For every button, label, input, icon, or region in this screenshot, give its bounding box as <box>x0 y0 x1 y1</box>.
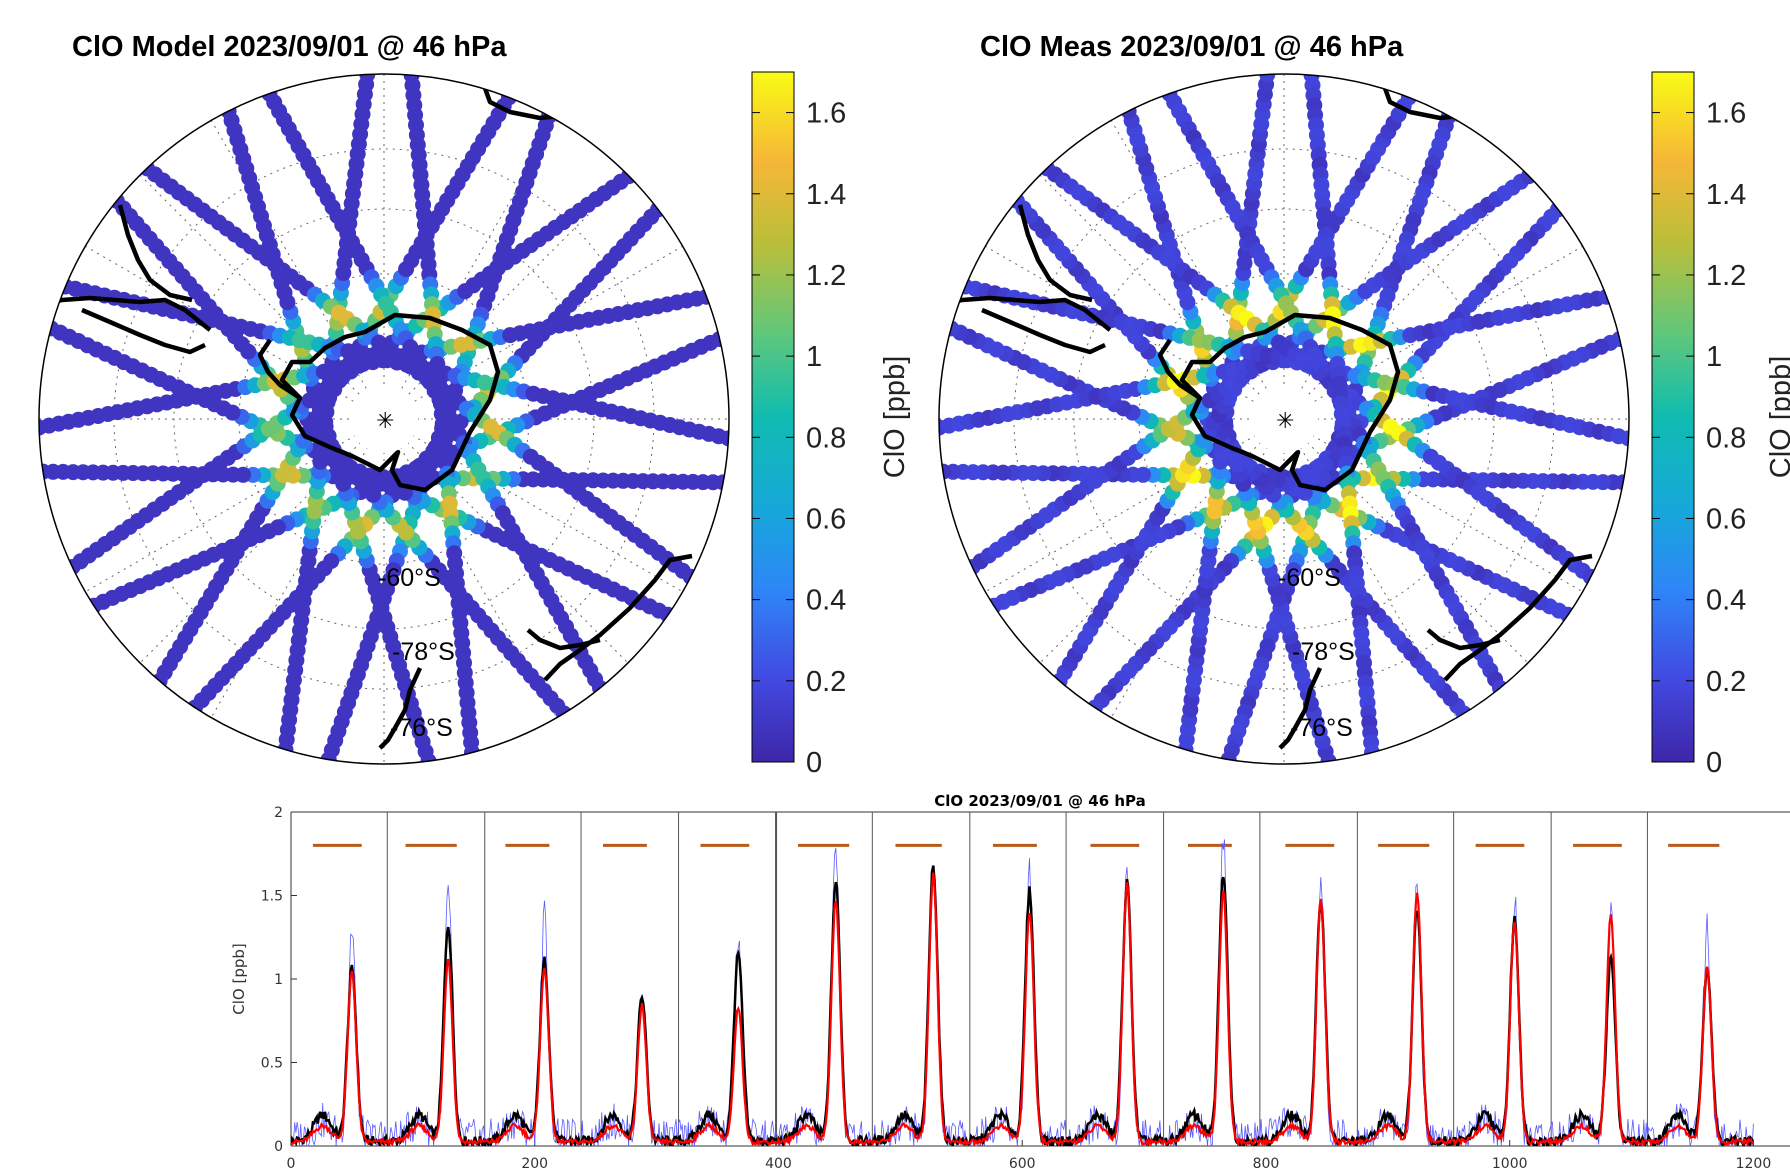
map-frame <box>38 73 730 765</box>
pole-hole <box>350 385 418 453</box>
colorbar-tick-label: 0 <box>1706 747 1722 779</box>
svg-text:-78°S: -78°S <box>392 638 455 666</box>
x-tick-label: 1200 <box>1736 1156 1772 1172</box>
colorbar-tick-label: 0.6 <box>1706 503 1746 535</box>
colorbar-tick-label: 0.4 <box>806 585 846 617</box>
svg-text:-76°S: -76°S <box>390 714 453 742</box>
colorbar-tick-label: 1.6 <box>806 98 846 130</box>
y-tick-label: 0.5 <box>261 1056 283 1072</box>
colorbar-tick-label: 0.2 <box>806 666 846 698</box>
x-tick-label: 400 <box>765 1156 792 1172</box>
x-tick-label: 1000 <box>1492 1156 1528 1172</box>
y-tick-label: 1.5 <box>261 889 283 905</box>
y-axis-label: ClO [ppb] <box>230 943 248 1014</box>
colorbar-label: ClO [ppb] <box>1765 356 1790 479</box>
colorbar-model: 0 0.2 0.4 0.6 0.8 1 1.2 1.4 1.6 ClO [ppb] <box>751 71 911 779</box>
latitude-labels: -60°S -78°S -76°S <box>378 564 455 742</box>
x-tick-label: 0 <box>287 1156 296 1172</box>
map-title-measurement: ClO Meas 2023/09/01 @ 46 hPa <box>980 31 1404 63</box>
y-tick-label: 0 <box>274 1139 283 1155</box>
colorbar-tick-label: 0 <box>806 747 822 779</box>
colorbar-tick-label: 1.6 <box>1706 98 1746 130</box>
map-title-model: ClO Model 2023/09/01 @ 46 hPa <box>72 31 507 63</box>
x-tick-label: 200 <box>521 1156 548 1172</box>
svg-text:-60°S: -60°S <box>378 564 441 592</box>
svg-text:-60°S: -60°S <box>1278 564 1341 592</box>
line-marks <box>291 812 1754 1146</box>
map-panel-model: ClO Model 2023/09/01 @ 46 hPa <box>38 31 911 779</box>
map-frame <box>938 73 1630 765</box>
coastline <box>941 79 1593 750</box>
colorbar-measurement: 0 0.2 0.4 0.6 0.8 1 1.2 1.4 1.6 ClO [ppb] <box>1651 71 1790 779</box>
colorbar-tick-label: 1 <box>1706 341 1722 373</box>
colorbar-tick-label: 1.2 <box>1706 260 1746 292</box>
line-axes: 0 0.5 1 1.5 2 0 200 400 600 800 1000 1200 <box>261 805 1790 1172</box>
x-tick-label: 800 <box>1253 1156 1280 1172</box>
svg-text:-76°S: -76°S <box>1290 714 1353 742</box>
latitude-labels: -60°S -78°S -76°S <box>1278 564 1355 742</box>
colorbar-tick-label: 0.8 <box>806 422 846 454</box>
line-chart: ClO 2023/09/01 @ 46 hPa 0 0.5 1 1.5 2 0 200 400… <box>230 792 1790 1172</box>
svg-text:-78°S: -78°S <box>1292 638 1355 666</box>
colorbar-tick-label: 0.4 <box>1706 585 1746 617</box>
x-tick-label: 600 <box>1009 1156 1036 1172</box>
colorbar-tick-label: 0.6 <box>806 503 846 535</box>
colorbar-gradient <box>1651 71 1695 763</box>
colorbar-tick-label: 0.2 <box>1706 666 1746 698</box>
colorbar-tick-label: 1.4 <box>1706 179 1746 211</box>
series-measurement <box>291 872 1754 1146</box>
pole-hole <box>1250 385 1318 453</box>
orbit-tracks <box>939 74 1629 764</box>
pole-marker-icon: ✳ <box>376 408 394 433</box>
pole-marker-icon: ✳ <box>1276 408 1294 433</box>
colorbar-tick-label: 1 <box>806 341 822 373</box>
plot-area <box>291 812 1790 1146</box>
colorbar-label: ClO [ppb] <box>879 356 911 479</box>
y-tick-label: 1 <box>274 972 283 988</box>
colorbar-tick-label: 1.2 <box>806 260 846 292</box>
map-panel-measurement: ClO Meas 2023/09/01 @ 46 hPa <box>938 31 1790 779</box>
line-chart-title: ClO 2023/09/01 @ 46 hPa <box>934 792 1146 810</box>
orbit-tracks <box>39 74 729 764</box>
y-tick-label: 2 <box>274 805 283 821</box>
colorbar-gradient <box>751 71 795 763</box>
colorbar-tick-label: 1.4 <box>806 179 846 211</box>
colorbar-tick-label: 0.8 <box>1706 422 1746 454</box>
